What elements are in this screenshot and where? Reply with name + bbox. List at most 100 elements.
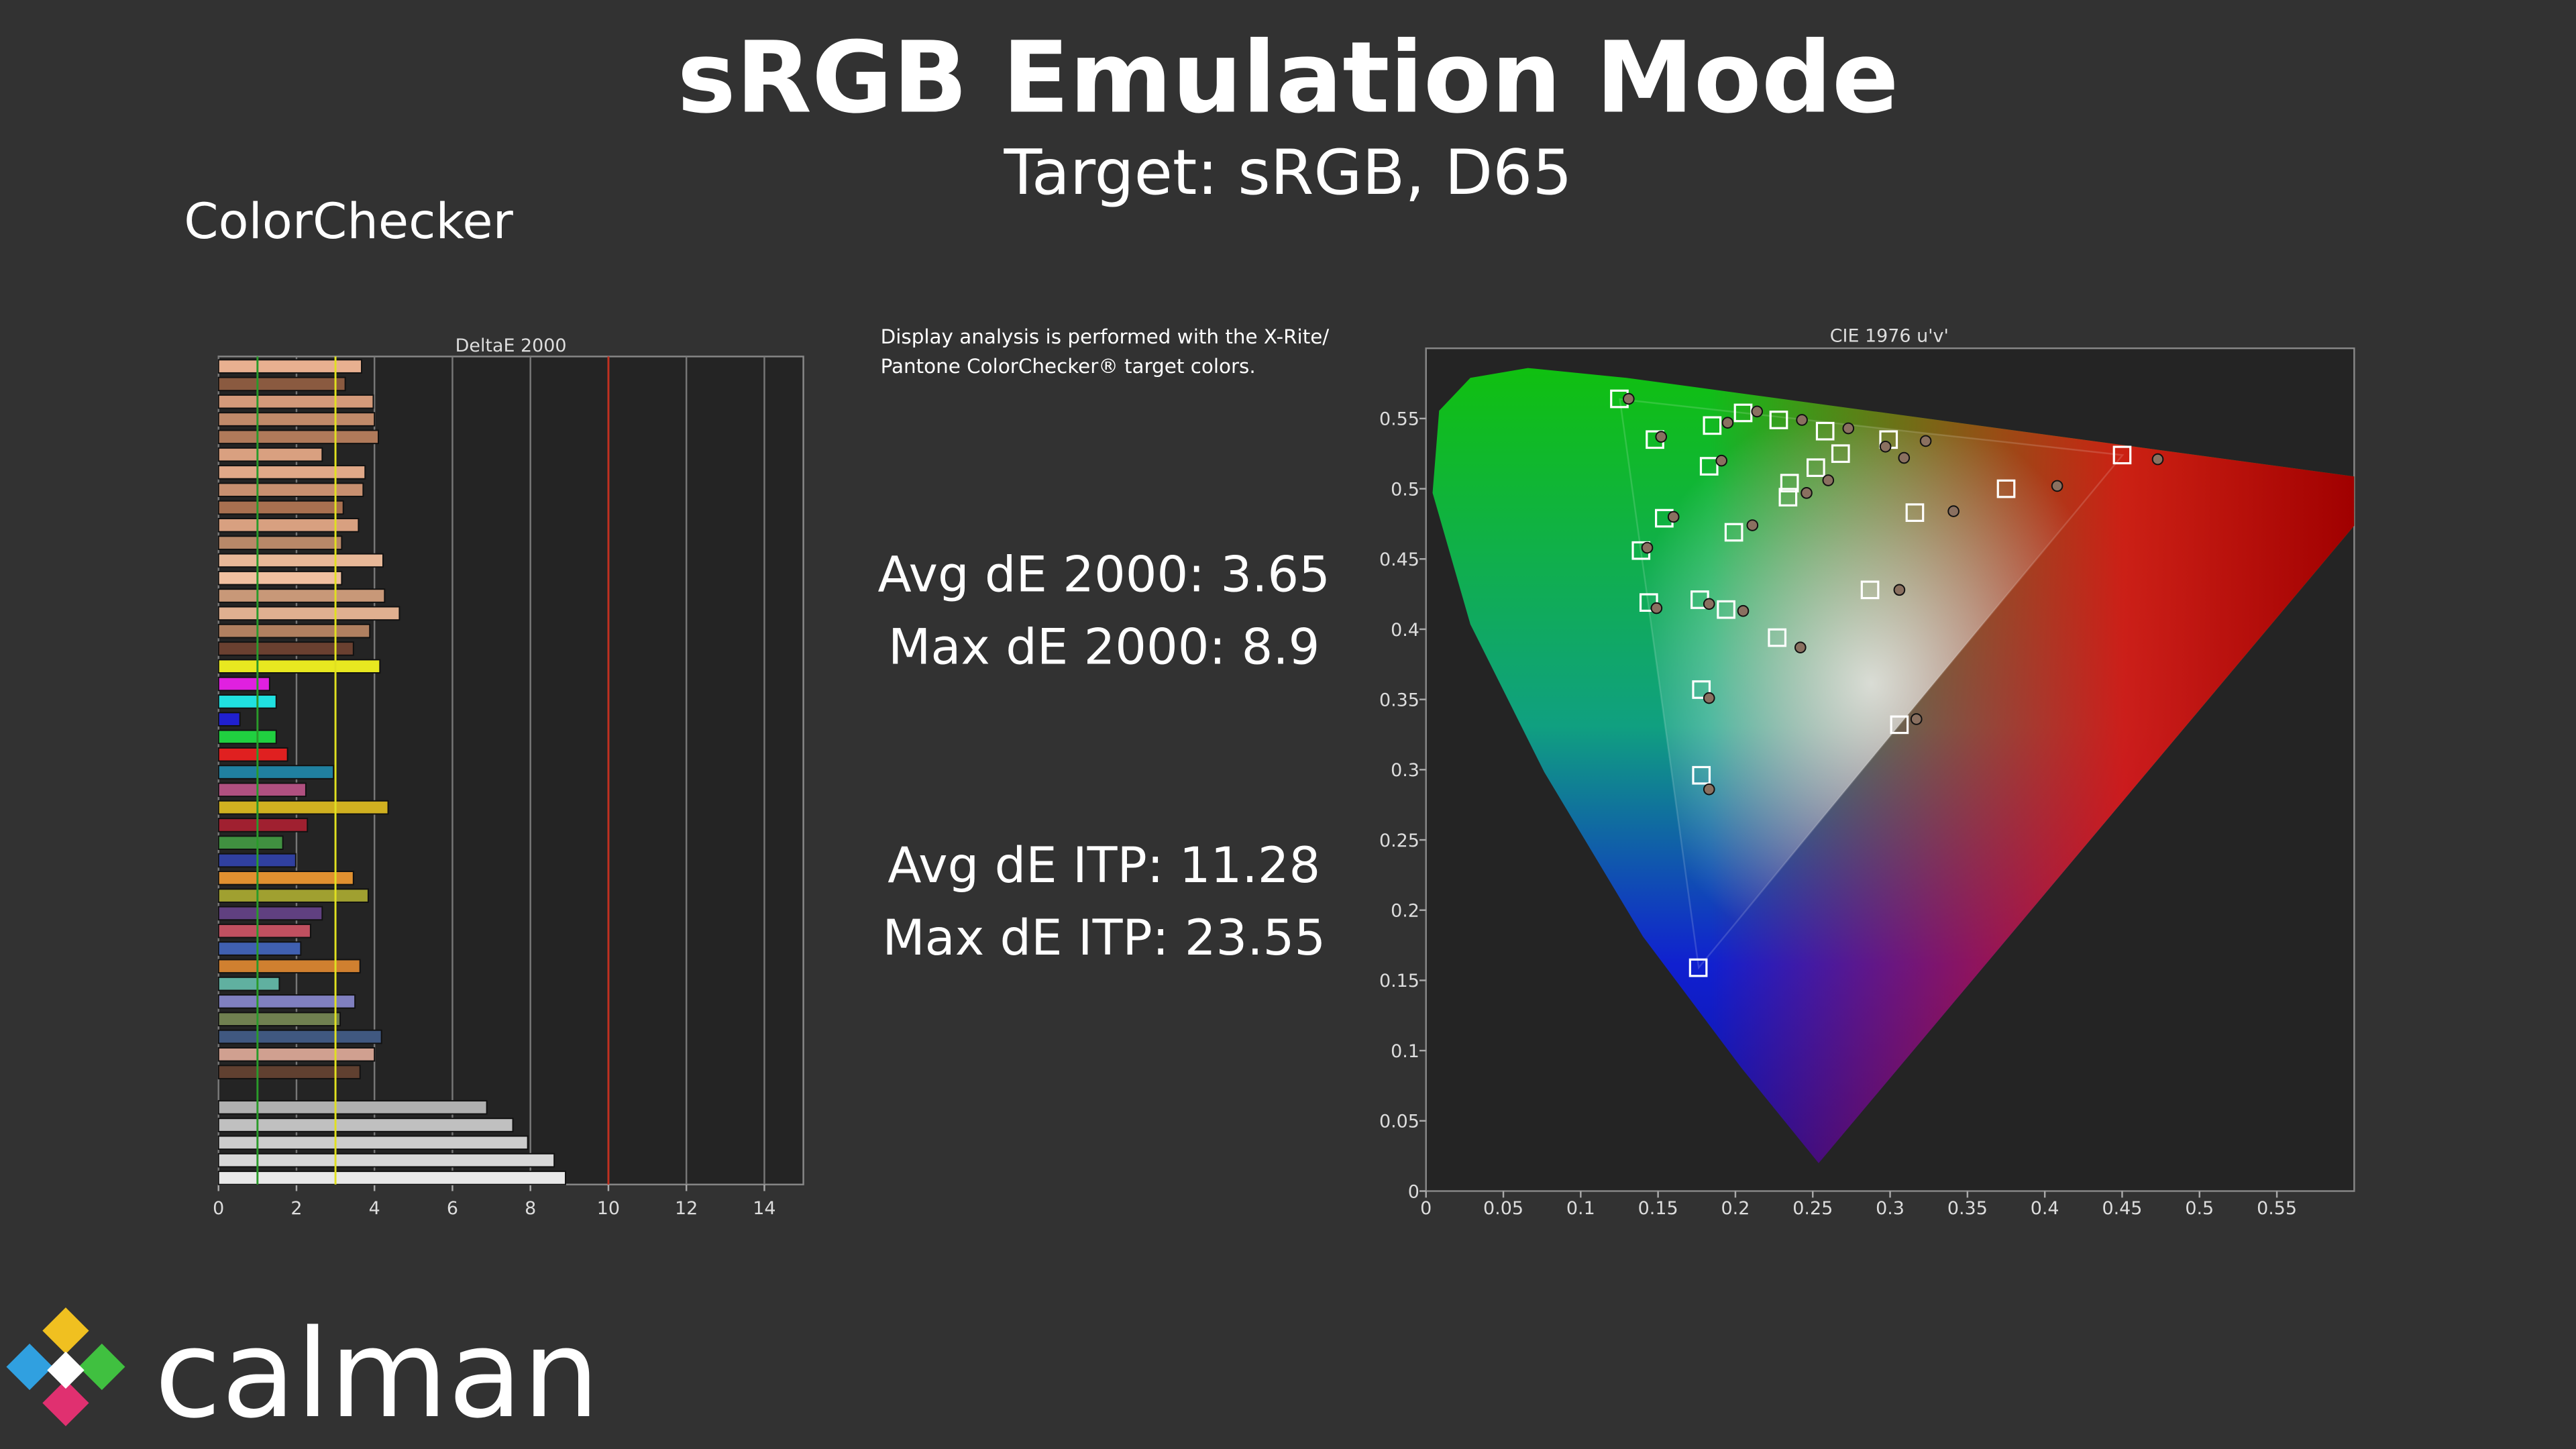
target-point (1780, 474, 1799, 493)
measured-point (1822, 474, 1835, 486)
y-tick-label: 0.35 (1379, 690, 1419, 710)
bar (217, 588, 386, 603)
y-tick-label: 0 (1408, 1181, 1419, 1202)
bar (217, 394, 374, 409)
page-subtitle: Target: sRGB, D65 (1003, 136, 1572, 209)
x-tick-label: 0 (1420, 1198, 1432, 1219)
measured-point (1893, 584, 1906, 596)
stat: Max dE ITP: 23.55 (882, 910, 1326, 967)
target-point (1860, 580, 1880, 600)
measured-point (1715, 454, 1727, 467)
bar (217, 800, 389, 815)
measured-point (1746, 519, 1759, 531)
bar (217, 1171, 566, 1185)
bar (217, 553, 384, 568)
measured-point (1842, 422, 1855, 435)
measured-point (1703, 598, 1715, 610)
measured-point (1947, 505, 1960, 517)
bar (217, 906, 323, 921)
measured-point (1751, 405, 1764, 418)
y-tick-label: 0.2 (1391, 901, 1419, 922)
bar (217, 712, 241, 727)
measured-point (1879, 440, 1892, 453)
x-tick-label: 0.45 (2102, 1198, 2142, 1219)
measured-point (1703, 783, 1715, 796)
bar (217, 500, 344, 515)
bar (217, 923, 311, 938)
target-point (1768, 628, 1787, 647)
measured-point (1650, 602, 1663, 614)
target-point (1692, 680, 1711, 699)
x-tick-label: 0.15 (1638, 1198, 1678, 1219)
x-tick-label: 0.1 (1566, 1198, 1595, 1219)
bar (217, 659, 381, 674)
x-tick-label: 2 (290, 1198, 302, 1219)
bar (217, 606, 400, 621)
logo-mark (6, 1307, 125, 1427)
bar (217, 447, 323, 462)
bar (217, 623, 371, 639)
target-point (1688, 958, 1708, 977)
logo-text: calman (154, 1303, 599, 1445)
x-tick-label: 0.5 (2185, 1198, 2214, 1219)
bar (217, 1065, 361, 1079)
target-point (1807, 458, 1825, 477)
measured-point (1667, 511, 1680, 523)
target-point (1769, 411, 1788, 429)
x-tick-label: 14 (753, 1198, 775, 1219)
measured-point (1919, 435, 1932, 447)
bar (217, 1029, 382, 1044)
measured-point (1721, 417, 1734, 429)
stat: Max dE 2000: 8.9 (888, 619, 1320, 676)
x-tick-label: 0.4 (2031, 1198, 2059, 1219)
target-point (1778, 488, 1798, 506)
bar (217, 376, 346, 392)
bar (217, 359, 363, 374)
target-point (2112, 445, 2132, 465)
measured-point (2051, 480, 2063, 492)
y-tick-label: 0.1 (1391, 1041, 1419, 1062)
target-point (1717, 600, 1735, 619)
measured-point (1801, 487, 1813, 499)
y-tick-label: 0.45 (1379, 549, 1419, 570)
note-line: Display analysis is performed with the X… (881, 325, 1330, 348)
bar (217, 782, 307, 798)
bar (217, 888, 369, 903)
measured-point (1737, 604, 1750, 617)
target-point (1890, 715, 1909, 735)
target-point (1831, 444, 1850, 464)
bar (217, 941, 302, 956)
target-point (1996, 479, 2016, 498)
measured-point (1703, 692, 1715, 704)
bar (217, 1099, 488, 1115)
bar (217, 676, 270, 692)
bar (217, 1118, 514, 1132)
measured-point (1796, 414, 1808, 426)
bar (217, 641, 354, 656)
bar (217, 1012, 341, 1026)
bar (217, 976, 280, 991)
target-point (1815, 421, 1835, 441)
target-point (1703, 416, 1722, 435)
bar (217, 1135, 529, 1150)
x-tick-label: 4 (369, 1198, 380, 1219)
x-tick-label: 0.55 (2257, 1198, 2297, 1219)
stat: Avg dE ITP: 11.28 (888, 837, 1320, 894)
target-point (1724, 523, 1743, 542)
measured-point (1794, 641, 1807, 653)
x-tick-label: 6 (447, 1198, 458, 1219)
bar-chart-title: DeltaE 2000 (455, 335, 567, 356)
bar (217, 518, 360, 533)
bar (217, 1047, 376, 1062)
bar (217, 729, 277, 745)
note-line: Pantone ColorChecker® target colors. (881, 355, 1256, 378)
section-title: ColorChecker (184, 193, 513, 250)
bar (217, 765, 335, 780)
bar (217, 835, 284, 850)
bar (217, 959, 361, 974)
target-point (1905, 503, 1925, 523)
y-tick-label: 0.05 (1379, 1112, 1419, 1132)
bar (217, 871, 354, 885)
target-point (1692, 765, 1711, 785)
bar (217, 694, 277, 709)
